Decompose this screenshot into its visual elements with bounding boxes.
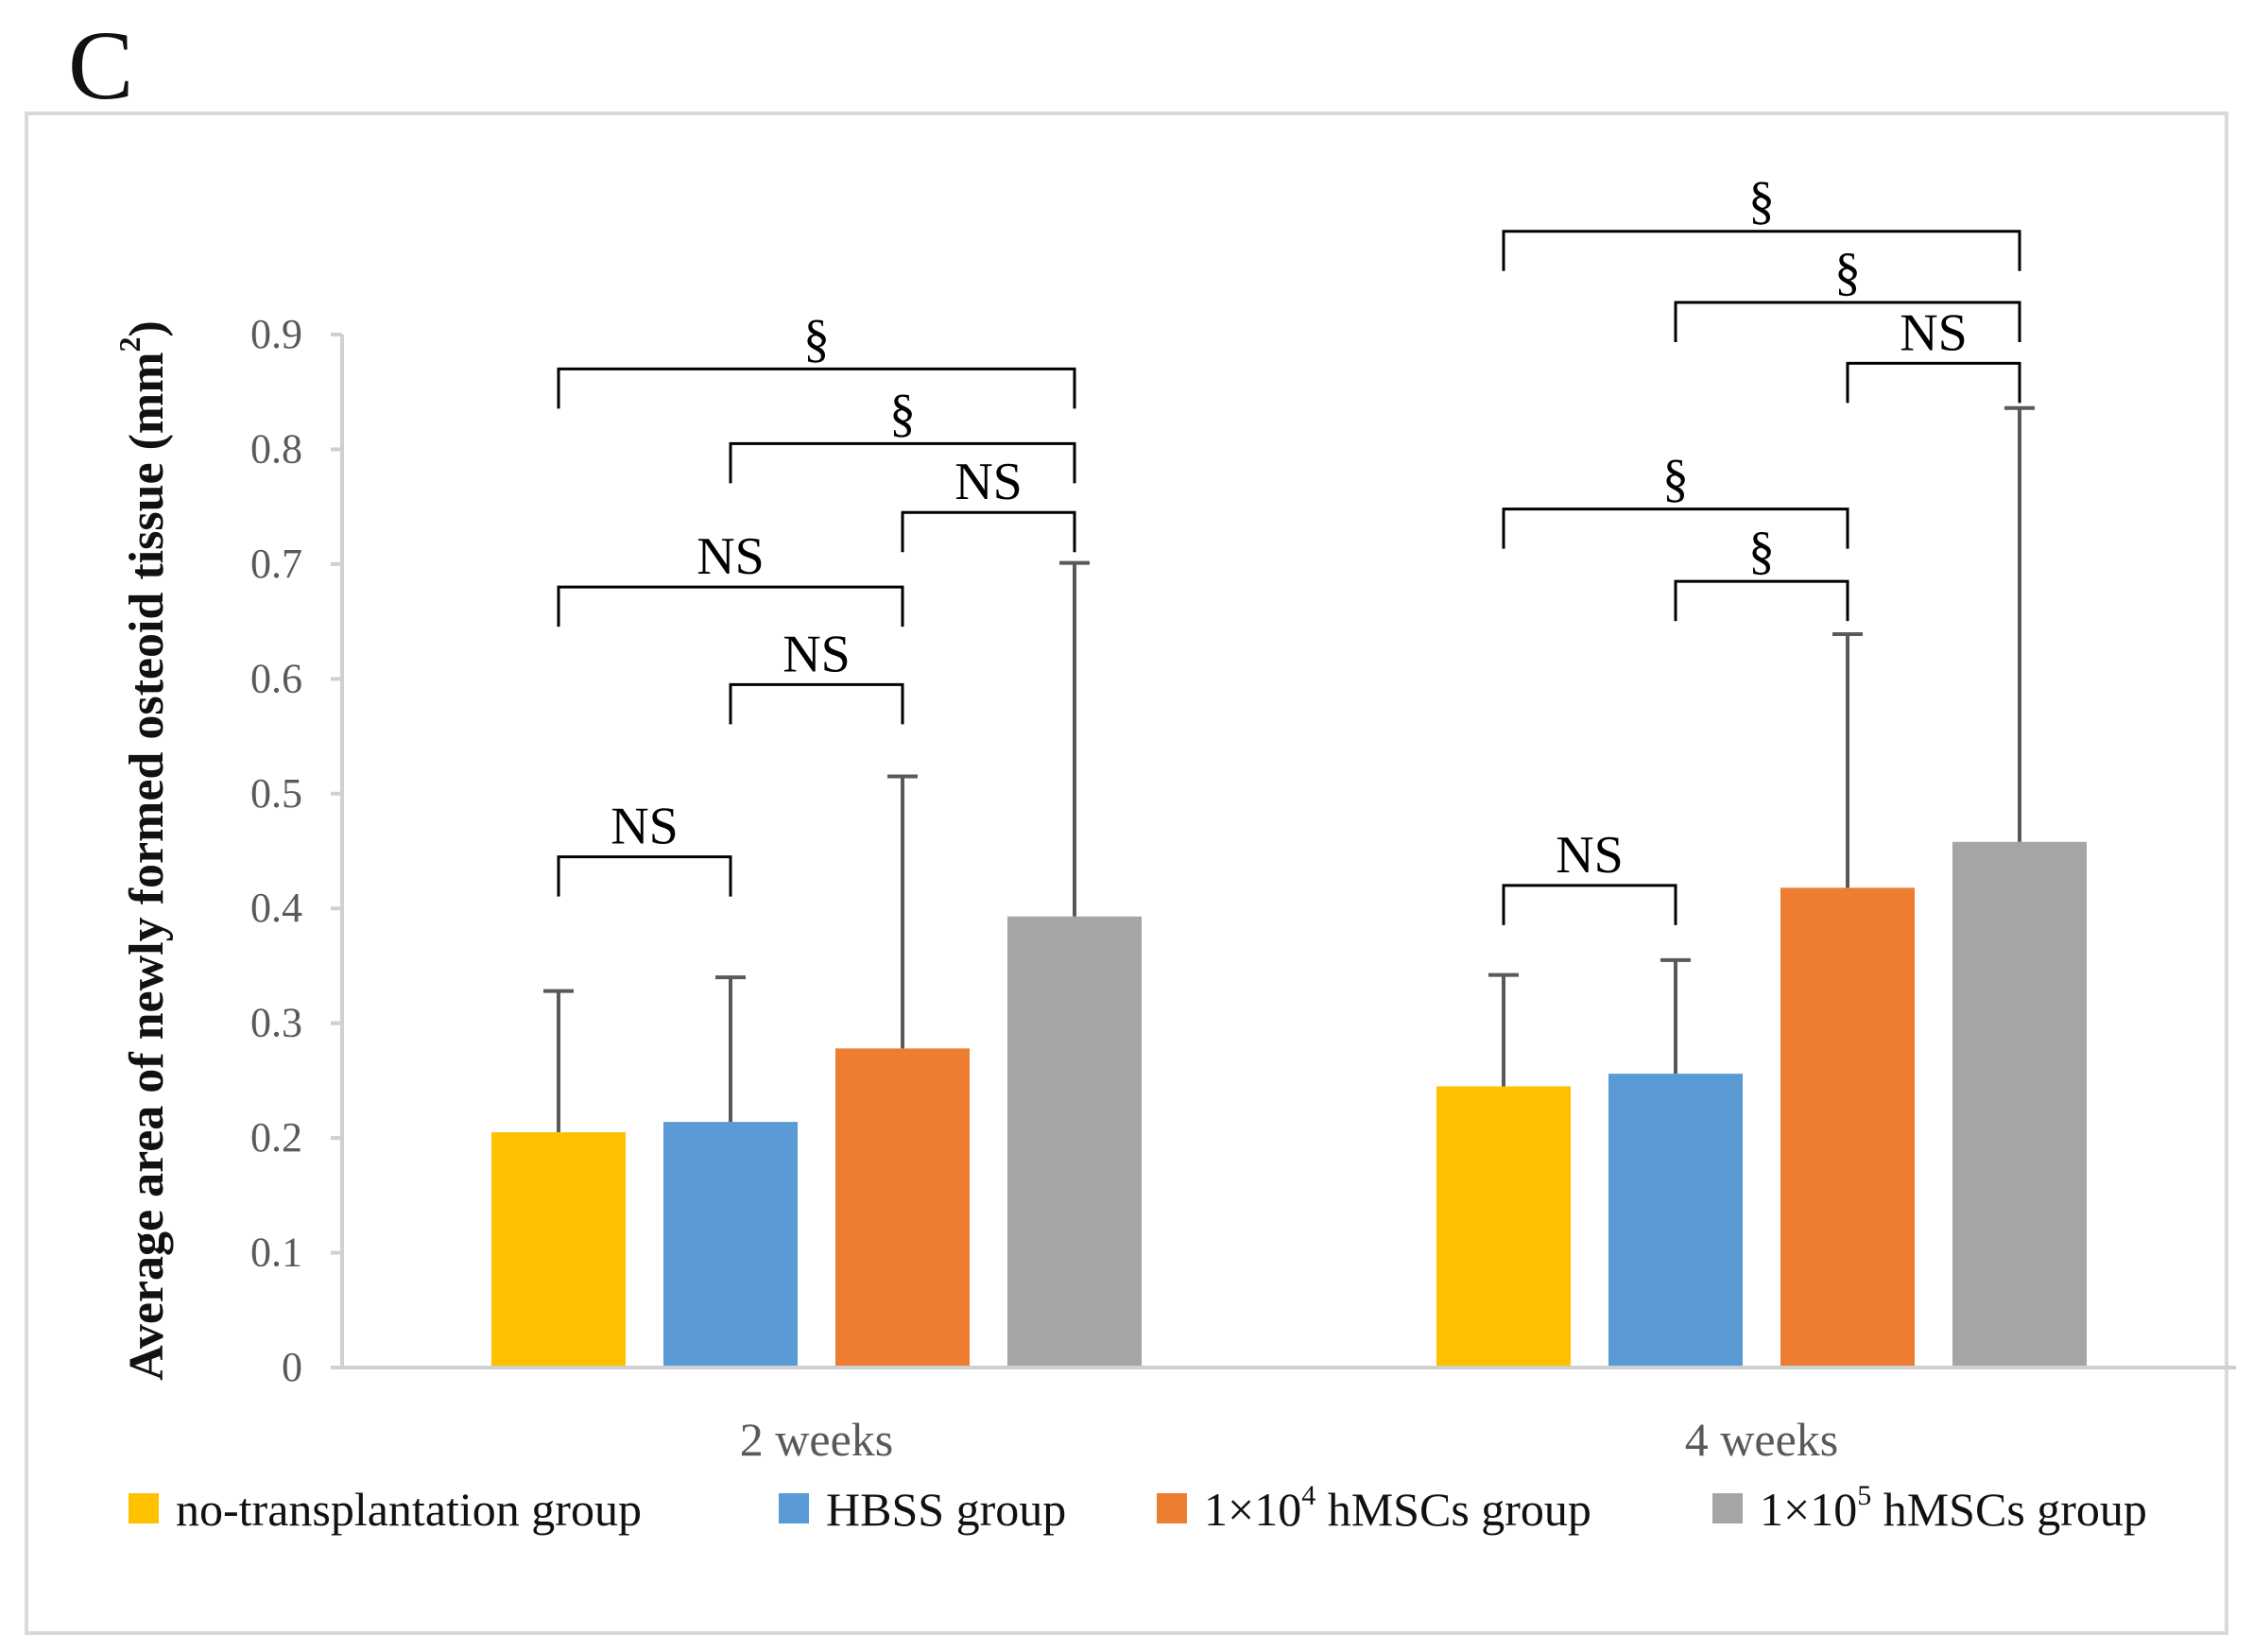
significance-label: NS: [1900, 303, 1968, 362]
significance-bracket: [729, 441, 1076, 484]
bar: [491, 1132, 626, 1368]
y-tick-label: 0.8: [250, 425, 302, 472]
significance-label: §: [1662, 450, 1689, 508]
legend-entry-superscript: 5: [1857, 1480, 1871, 1511]
y-tick-label: 0.2: [250, 1114, 302, 1161]
significance-bracket: [557, 585, 904, 628]
legend-entry-text: 1×10: [1760, 1483, 1857, 1536]
significance-bracket: [1674, 301, 2021, 342]
y-tick-label: 0: [282, 1344, 302, 1390]
bar: [1952, 841, 2087, 1368]
y-axis-title-close: ): [120, 320, 174, 336]
significance-label: §: [1748, 522, 1775, 580]
legend-entry: 1×105 hMSCs group: [1760, 1480, 2147, 1536]
significance-bracket: [1502, 884, 1677, 925]
chart-frame: [25, 112, 2228, 1635]
significance-label: §: [1748, 172, 1775, 231]
significance-bracket: [557, 855, 732, 897]
significance-label: NS: [955, 453, 1023, 511]
legend-entry-text: HBSS group: [826, 1483, 1066, 1536]
y-tick-label: 0.3: [250, 1000, 302, 1046]
legend-swatch: [1157, 1493, 1187, 1523]
significance-bracket: [1502, 230, 2021, 271]
significance-bracket: [901, 510, 1076, 553]
legend-entry-superscript: 4: [1301, 1480, 1316, 1511]
significance-bracket: [557, 367, 1076, 409]
legend-entry-suffix: hMSCs group: [1316, 1483, 1591, 1536]
significance-label: NS: [1556, 826, 1624, 885]
bar: [1007, 916, 1142, 1368]
y-tick-label: 0.9: [250, 311, 302, 357]
x-category-label: 2 weeks: [740, 1413, 893, 1466]
significance-label: §: [803, 309, 830, 368]
significance-bracket: [729, 682, 904, 725]
significance-bracket: [1674, 579, 1849, 622]
y-axis-title-text: Average area of newly formed osteoid tis…: [120, 352, 174, 1380]
y-axis-title: Average area of newly formed osteoid tis…: [112, 320, 174, 1381]
legend-swatch: [779, 1493, 809, 1523]
significance-label: NS: [783, 625, 851, 683]
bar: [1780, 887, 1915, 1368]
legend-entry: no-transplantation group: [176, 1483, 642, 1536]
bar: [663, 1122, 798, 1368]
legend-swatch: [129, 1493, 159, 1523]
significance-bracket: [1846, 361, 2021, 404]
legend-entry-text: 1×10: [1204, 1483, 1301, 1536]
x-category-label: 4 weeks: [1685, 1413, 1838, 1466]
significance-label: §: [1834, 243, 1861, 301]
legend-entry-suffix: hMSCs group: [1871, 1483, 2147, 1536]
y-tick-label: 0.1: [250, 1230, 302, 1276]
y-tick-label: 0.4: [250, 885, 302, 931]
y-tick-label: 0.6: [250, 655, 302, 701]
legend-entry: HBSS group: [826, 1483, 1066, 1536]
legend-swatch: [1712, 1493, 1743, 1523]
panel-label: C: [68, 11, 134, 120]
y-tick-label: 0.7: [250, 541, 302, 587]
significance-bracket: [1502, 508, 1849, 549]
bar: [1608, 1074, 1743, 1368]
bar: [1436, 1086, 1571, 1368]
significance-label: NS: [611, 798, 679, 856]
significance-label: NS: [697, 527, 765, 586]
bar: [835, 1048, 970, 1368]
legend-entry: 1×104 hMSCs group: [1204, 1480, 1591, 1536]
significance-label: §: [889, 384, 916, 442]
y-tick-label: 0.5: [250, 770, 302, 817]
legend-entry-text: no-transplantation group: [176, 1483, 642, 1536]
y-axis-title-superscript: 2: [112, 336, 146, 352]
